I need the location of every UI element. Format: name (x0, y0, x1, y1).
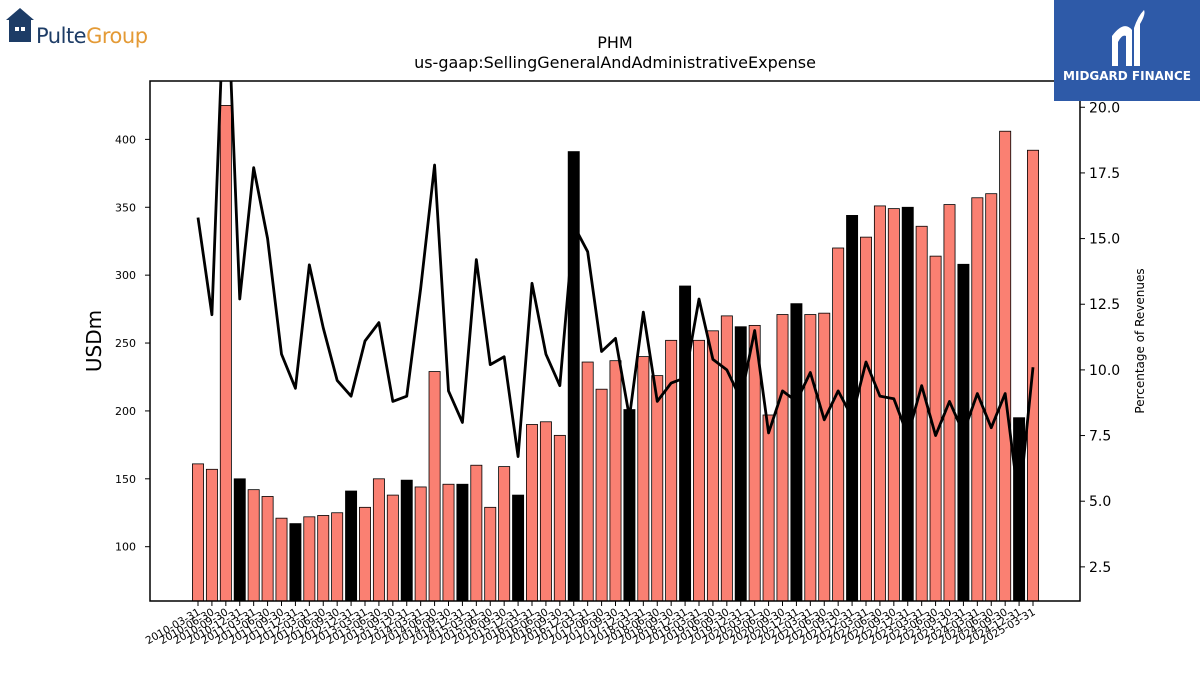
bar-2019-03-31 (693, 339, 705, 602)
y-tick-label: 200 (115, 405, 136, 418)
bar-2016-03-31 (526, 424, 538, 602)
bar-2023-03-31 (915, 225, 928, 602)
bar-2014-09-30 (442, 483, 455, 602)
midgard-emblem-icon (1112, 10, 1145, 66)
bar-2016-12-31 (567, 151, 580, 602)
bar-2020-06-30 (762, 414, 775, 602)
logo-text-group: Group (86, 24, 148, 48)
chart-subtitle: us-gaap:SellingGeneralAndAdministrativeE… (414, 53, 816, 72)
bar-2012-09-30 (331, 512, 344, 602)
bar-2017-12-31 (623, 409, 636, 602)
y-axis-left: 100 150 200 250 300 350 400 (115, 133, 150, 554)
bar-2010-09-30 (219, 105, 232, 602)
bar-2024-09-30 (999, 130, 1012, 602)
bar-2015-09-30 (498, 466, 511, 602)
x-axis: 2010-03-312010-06-302010-09-302010-12-31… (144, 601, 1038, 647)
bar-2016-06-30 (539, 421, 552, 602)
bar-2012-12-31 (345, 490, 358, 602)
logo-wordmark: PulteGroup (36, 24, 148, 48)
y2-tick-label: 15.0 (1089, 232, 1120, 248)
bar-2012-03-31 (303, 516, 316, 602)
bar-2024-03-31 (971, 197, 984, 602)
bar-2018-09-30 (665, 339, 678, 602)
bar-2019-12-31 (734, 326, 747, 602)
y2-tick-label: 5.0 (1089, 494, 1111, 510)
bar-2011-03-31 (247, 489, 260, 602)
y2-tick-label: 12.5 (1089, 297, 1120, 313)
y2-tick-label: 7.5 (1089, 429, 1111, 445)
y-tick-label: 250 (115, 337, 136, 350)
y-tick-label: 100 (115, 541, 136, 554)
y-tick-label: 350 (115, 201, 136, 214)
y2-tick-label: 20.0 (1089, 100, 1120, 116)
bar-2010-12-31 (233, 478, 246, 602)
bar-2017-06-30 (595, 388, 608, 602)
bar-2017-09-30 (609, 360, 622, 602)
bar-2013-03-31 (359, 506, 371, 602)
midgard-finance-logo: MIDGARD FINANCE (1054, 0, 1200, 101)
y-tick-label: 400 (115, 133, 136, 146)
bar-2021-09-30 (832, 247, 845, 602)
bar-2021-03-31 (804, 314, 817, 602)
bar-2010-03-31 (192, 463, 204, 602)
bar-2018-03-31 (637, 356, 650, 602)
bar-2017-03-31 (581, 361, 594, 602)
y2-tick-label: 10.0 (1089, 363, 1120, 379)
bar-2014-12-31 (456, 483, 469, 602)
bar-2013-09-30 (386, 494, 399, 602)
bar-2011-12-31 (289, 523, 302, 602)
title-group: PHM us-gaap:SellingGeneralAndAdministrat… (414, 33, 816, 72)
pultegroup-logo: PulteGroup (6, 6, 156, 50)
chart-title: PHM (597, 33, 632, 52)
bar-2013-06-30 (372, 478, 385, 602)
y2-axis-label: Percentage of Revenues (1133, 268, 1147, 413)
line-series (196, 81, 1035, 506)
house-icon (6, 8, 34, 42)
bar-2011-09-30 (275, 517, 288, 602)
bar-2024-12-31 (1013, 417, 1026, 602)
y-axis-label: USDm (82, 310, 106, 372)
bar-2022-09-30 (887, 208, 900, 602)
bar-2014-06-30 (428, 371, 441, 602)
bar-2021-06-30 (818, 312, 831, 602)
bar-2019-06-30 (706, 330, 719, 602)
bar-2013-12-31 (400, 479, 413, 602)
bar-2014-03-31 (414, 486, 427, 602)
bar-2020-12-31 (790, 303, 803, 602)
percentage-line (196, 81, 1035, 506)
bar-2022-06-30 (873, 205, 886, 602)
y-tick-label: 300 (115, 269, 136, 282)
y2-tick-label: 17.5 (1089, 166, 1120, 182)
bar-2018-12-31 (679, 285, 692, 602)
bar-2012-06-30 (317, 515, 330, 602)
bar-2010-06-30 (205, 468, 218, 602)
bar-2022-03-31 (860, 236, 872, 602)
logo-text-pulte: Pulte (36, 24, 87, 48)
bar-2019-09-30 (720, 315, 733, 602)
bar-2011-06-30 (261, 496, 274, 602)
bar-2018-06-30 (651, 375, 664, 602)
bar-2020-09-30 (776, 314, 789, 602)
y2-tick-label: 2.5 (1089, 560, 1111, 576)
publisher-name: MIDGARD FINANCE (1063, 69, 1191, 83)
bar-2015-03-31 (470, 464, 483, 602)
bar-2022-12-31 (901, 206, 914, 602)
y-axis-right: 2.5 5.0 7.5 10.0 12.5 15.0 17.5 20.0 (1080, 100, 1120, 576)
y-tick-label: 150 (115, 473, 136, 486)
bar-2024-06-30 (985, 193, 998, 602)
bar-2015-12-31 (512, 494, 525, 602)
bar-2016-09-30 (553, 434, 566, 602)
bar-2015-06-30 (484, 506, 497, 602)
bar-series (192, 105, 1039, 602)
